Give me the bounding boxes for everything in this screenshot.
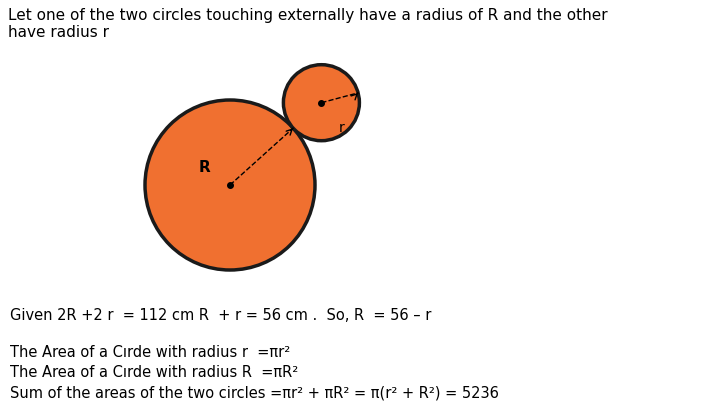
Circle shape	[284, 65, 359, 141]
Text: The Area of a Cırde with radius R  =πR²: The Area of a Cırde with radius R =πR²	[10, 365, 298, 380]
Text: Given 2R +2 r  = 112 cm R  + r = 56 cm .  So, R  = 56 – r: Given 2R +2 r = 112 cm R + r = 56 cm . S…	[10, 308, 431, 323]
Text: Sum of the areas of the two circles =πr² + πR² = π(r² + R²) = 5236: Sum of the areas of the two circles =πr²…	[10, 385, 499, 400]
Circle shape	[145, 100, 315, 270]
Text: The Area of a Cırde with radius r  =πr²: The Area of a Cırde with radius r =πr²	[10, 345, 290, 360]
Text: Let one of the two circles touching externally have a radius of R and the other
: Let one of the two circles touching exte…	[8, 8, 608, 41]
Text: r: r	[339, 121, 345, 135]
Text: R: R	[199, 161, 211, 176]
